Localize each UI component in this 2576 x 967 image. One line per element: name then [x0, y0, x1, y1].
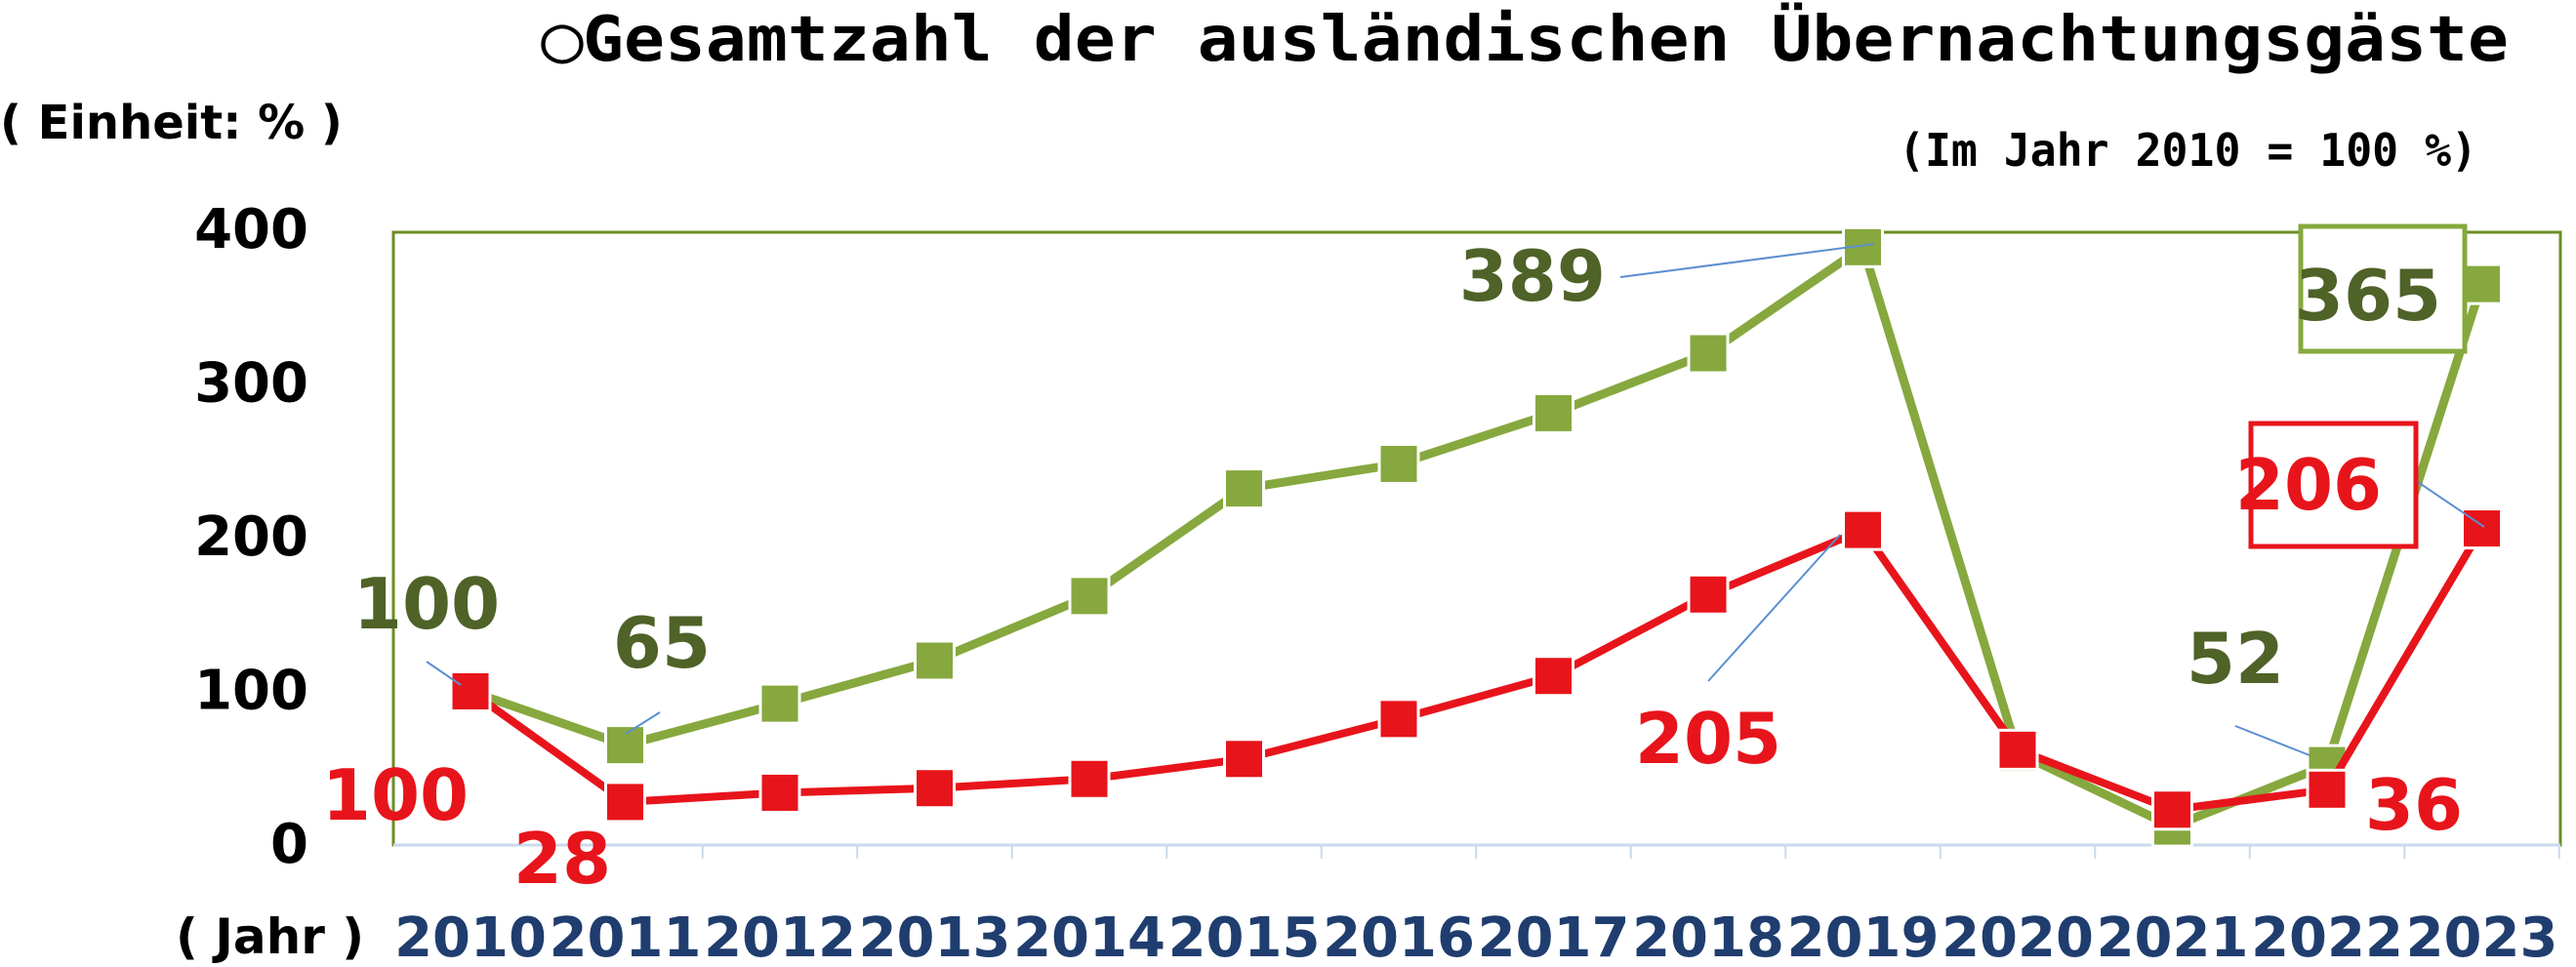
data-label-leader-line	[2234, 725, 2310, 756]
red-data-label: 100	[322, 754, 469, 836]
y-tick-label: 300	[194, 352, 308, 416]
x-tick-label: 2016	[1323, 907, 1475, 967]
red-series-marker	[1842, 508, 1884, 551]
red-series-marker	[449, 670, 492, 712]
red-series-marker	[914, 767, 956, 810]
red-series-marker	[758, 771, 801, 814]
red-data-label: 36	[2365, 764, 2463, 846]
green-series-marker	[758, 682, 801, 725]
green-series-marker	[1223, 467, 1265, 510]
x-tick-label: 2023	[2406, 907, 2558, 967]
unit-label: ( Einheit: % )	[0, 96, 343, 150]
red-series-marker	[2151, 788, 2193, 831]
x-tick-label: 2019	[1787, 907, 1940, 967]
red-series-line	[468, 526, 2485, 814]
data-label-leader-line	[1707, 534, 1841, 682]
plot-area	[391, 230, 2562, 847]
data-label-leader-line	[625, 711, 661, 735]
x-tick-label: 2010	[394, 907, 547, 967]
x-axis-label: ( Jahr )	[176, 908, 364, 965]
red-data-label: 205	[1635, 698, 1781, 780]
data-label-leader-line	[1619, 243, 1875, 278]
green-series-marker	[914, 639, 956, 682]
data-label-box	[2298, 223, 2468, 354]
series-layer	[449, 225, 2503, 848]
x-tick-label: 2015	[1168, 907, 1321, 967]
green-series-line	[469, 242, 2486, 831]
green-data-label: 52	[2187, 618, 2284, 700]
x-tick-label: 2021	[2097, 907, 2249, 967]
red-series-marker	[1377, 698, 1420, 741]
x-axis-ticks: 2010 2011 2012 2013 2014 2015 2016 2017 2018 2019…	[394, 907, 2557, 967]
data-label-box	[2248, 421, 2419, 549]
y-axis-ticks: 0 100 200 300 400	[194, 198, 308, 876]
red-series-marker	[1533, 655, 1574, 698]
green-series-marker	[604, 724, 646, 767]
x-tick-label: 2014	[1013, 907, 1165, 967]
green-series-marker	[1068, 575, 1111, 618]
green-series-marker	[1377, 442, 1420, 485]
green-data-label: 65	[613, 602, 711, 684]
green-series-marker	[1687, 332, 1730, 375]
data-labels: 100 65 389 52 365 100 28 205 36 206	[322, 223, 2485, 900]
red-series-marker	[1068, 757, 1111, 800]
x-tick-label: 2020	[1942, 907, 2094, 967]
green-data-label: 100	[353, 563, 500, 645]
x-tick-label: 2018	[1632, 907, 1784, 967]
green-data-label: 389	[1459, 235, 1606, 317]
y-tick-label: 200	[194, 505, 308, 569]
x-tick-label: 2011	[550, 907, 702, 967]
red-series-marker	[2461, 507, 2503, 550]
x-tick-label: 2012	[704, 907, 856, 967]
red-series-marker	[604, 781, 646, 824]
data-label-leader-line	[2417, 481, 2485, 528]
y-tick-label: 100	[194, 660, 308, 723]
red-series-marker	[1223, 738, 1265, 781]
x-gridlines	[393, 843, 2560, 859]
data-label-leader-line	[426, 661, 462, 686]
red-data-label: 28	[513, 818, 611, 900]
base-year-note: (Im Jahr 2010 = 100 %)	[1899, 124, 2477, 177]
red-series-marker	[1996, 728, 2039, 771]
chart-title: ◯Gesamtzahl der ausländischen Übernachtu…	[541, 2, 2509, 76]
red-data-label: 206	[2235, 444, 2382, 526]
red-series-marker	[2306, 768, 2349, 811]
green-data-label: 365	[2295, 255, 2441, 337]
green-series-marker	[2461, 262, 2503, 305]
y-tick-label: 0	[270, 813, 308, 876]
x-tick-label: 2022	[2251, 907, 2403, 967]
red-series-marker	[1687, 573, 1730, 616]
x-tick-label: 2013	[859, 907, 1011, 967]
y-tick-label: 400	[194, 198, 308, 262]
x-tick-label: 2017	[1478, 907, 1630, 967]
green-series-marker	[1533, 391, 1574, 434]
